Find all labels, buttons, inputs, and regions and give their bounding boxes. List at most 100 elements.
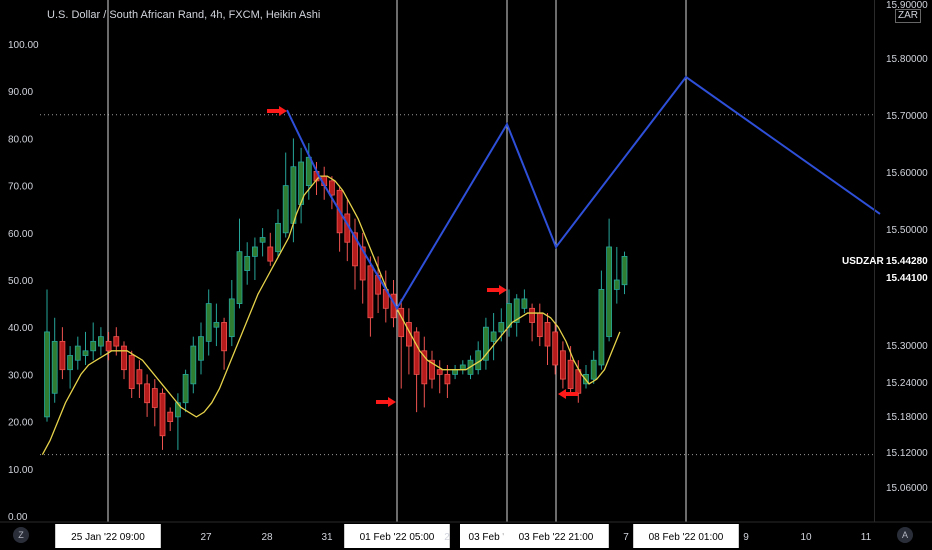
- left-axis-tick-label: 50.00: [8, 276, 33, 287]
- right-axis-tick-label: 15.80000: [886, 54, 928, 65]
- x-axis-tick-label: 27: [200, 532, 212, 543]
- left-axis-tick-label: 80.00: [8, 134, 33, 145]
- right-axis-tick-label: 15.06000: [886, 483, 928, 494]
- bear-candle: [167, 411, 174, 423]
- bull-candle: [482, 326, 489, 361]
- moving-average-line: [41, 175, 621, 455]
- bull-candle: [598, 289, 605, 366]
- bear-candle: [59, 340, 66, 371]
- bear-candle: [444, 373, 451, 385]
- timezone-button[interactable]: Z: [13, 527, 29, 543]
- bear-candle: [359, 246, 366, 281]
- bull-candle: [459, 364, 466, 371]
- bear-candle: [567, 359, 574, 389]
- right-axis-tick-label: 15.18000: [886, 412, 928, 423]
- bear-candle: [367, 265, 374, 319]
- right-axis-tick-label: 15.24000: [886, 378, 928, 389]
- bull-candle: [90, 340, 97, 352]
- arrow-right-icon: [487, 285, 507, 295]
- bull-candle: [621, 255, 628, 286]
- bull-candle: [282, 185, 289, 234]
- bull-candle: [198, 336, 204, 361]
- x-axis-tick-label: 28: [261, 532, 273, 543]
- bear-candle: [436, 369, 443, 375]
- bear-candle: [128, 355, 135, 389]
- bear-candle: [121, 345, 127, 371]
- currency-badge[interactable]: ZAR: [895, 9, 921, 23]
- price-axis-right[interactable]: [874, 0, 932, 522]
- auto-scale-button[interactable]: A: [897, 527, 913, 543]
- bull-candle: [259, 237, 266, 243]
- bear-candle: [221, 322, 228, 352]
- bull-candle: [305, 156, 312, 186]
- bear-candle: [151, 388, 158, 408]
- date-marker-label: 08 Feb '22 01:00: [649, 532, 724, 543]
- x-axis-tick-label: 2: [444, 532, 450, 543]
- bull-candle: [498, 322, 505, 333]
- prev-price-tag: 15.44100: [886, 273, 928, 284]
- bear-candle: [421, 350, 428, 385]
- bear-candle: [144, 383, 151, 404]
- left-axis-tick-label: 20.00: [8, 418, 33, 429]
- x-axis-tick-label: 31: [321, 532, 333, 543]
- bear-candle: [113, 336, 120, 347]
- bull-candle: [290, 166, 297, 224]
- bull-candle: [244, 255, 251, 271]
- bull-candle: [51, 340, 58, 394]
- bull-candle: [521, 298, 528, 309]
- last-price-tag: 15.44280: [886, 256, 928, 267]
- left-axis-tick-label: 30.00: [8, 370, 33, 381]
- chart-title: U.S. Dollar / South African Rand, 4h, FX…: [47, 9, 321, 21]
- right-axis-tick-label: 15.90000: [886, 0, 928, 11]
- bull-candle: [182, 373, 189, 404]
- bear-candle: [105, 340, 112, 352]
- right-axis-tick-label: 15.30000: [886, 341, 928, 352]
- bear-candle: [413, 331, 420, 375]
- right-axis-tick-label: 15.60000: [886, 168, 928, 179]
- bull-candle: [228, 298, 235, 338]
- left-axis-tick-label: 70.00: [8, 182, 33, 193]
- date-marker-badge: [503, 524, 609, 548]
- date-marker-badge: [344, 524, 450, 548]
- bear-candle: [429, 359, 435, 380]
- bull-candle: [613, 279, 620, 290]
- bull-candle: [513, 298, 520, 323]
- bull-candle: [275, 222, 281, 253]
- bear-candle: [267, 246, 274, 262]
- arrow-right-icon: [267, 106, 287, 116]
- x-axis-tick-label: 7: [623, 532, 629, 543]
- bull-candle: [74, 345, 81, 361]
- bull-candle: [452, 369, 459, 375]
- x-axis-tick-label: 11: [861, 532, 872, 543]
- left-axis-tick-label: 40.00: [8, 323, 33, 334]
- bull-candle: [190, 345, 197, 385]
- symbol-label: USDZAR: [842, 256, 884, 267]
- date-marker-label: 03 Feb '22: [469, 532, 516, 543]
- bull-candle: [590, 359, 597, 380]
- bear-candle: [352, 232, 358, 267]
- x-axis-tick-label: 10: [800, 532, 812, 543]
- bull-candle: [298, 161, 305, 205]
- bull-candle: [67, 355, 73, 371]
- bear-candle: [136, 369, 143, 385]
- date-marker-badge: [55, 524, 161, 548]
- arrow-left-icon: [558, 389, 578, 399]
- bear-candle: [328, 180, 335, 196]
- bull-candle: [98, 336, 104, 347]
- right-axis-tick-label: 15.50000: [886, 225, 928, 236]
- date-marker-label: 03 Feb '22 21:00: [519, 532, 594, 543]
- right-axis-tick-label: 15.70000: [886, 111, 928, 122]
- date-marker-badge: [633, 524, 739, 548]
- date-marker-label: 25 Jan '22 09:00: [71, 532, 145, 543]
- bear-candle: [159, 392, 166, 437]
- bull-candle: [475, 350, 482, 371]
- x-axis-tick-label: 9: [743, 532, 749, 543]
- bull-candle: [44, 331, 50, 418]
- left-axis-tick-label: 60.00: [8, 229, 33, 240]
- bull-candle: [82, 350, 89, 356]
- bear-candle: [536, 312, 543, 338]
- bear-candle: [544, 322, 551, 347]
- right-axis-tick-label: 15.12000: [886, 448, 928, 459]
